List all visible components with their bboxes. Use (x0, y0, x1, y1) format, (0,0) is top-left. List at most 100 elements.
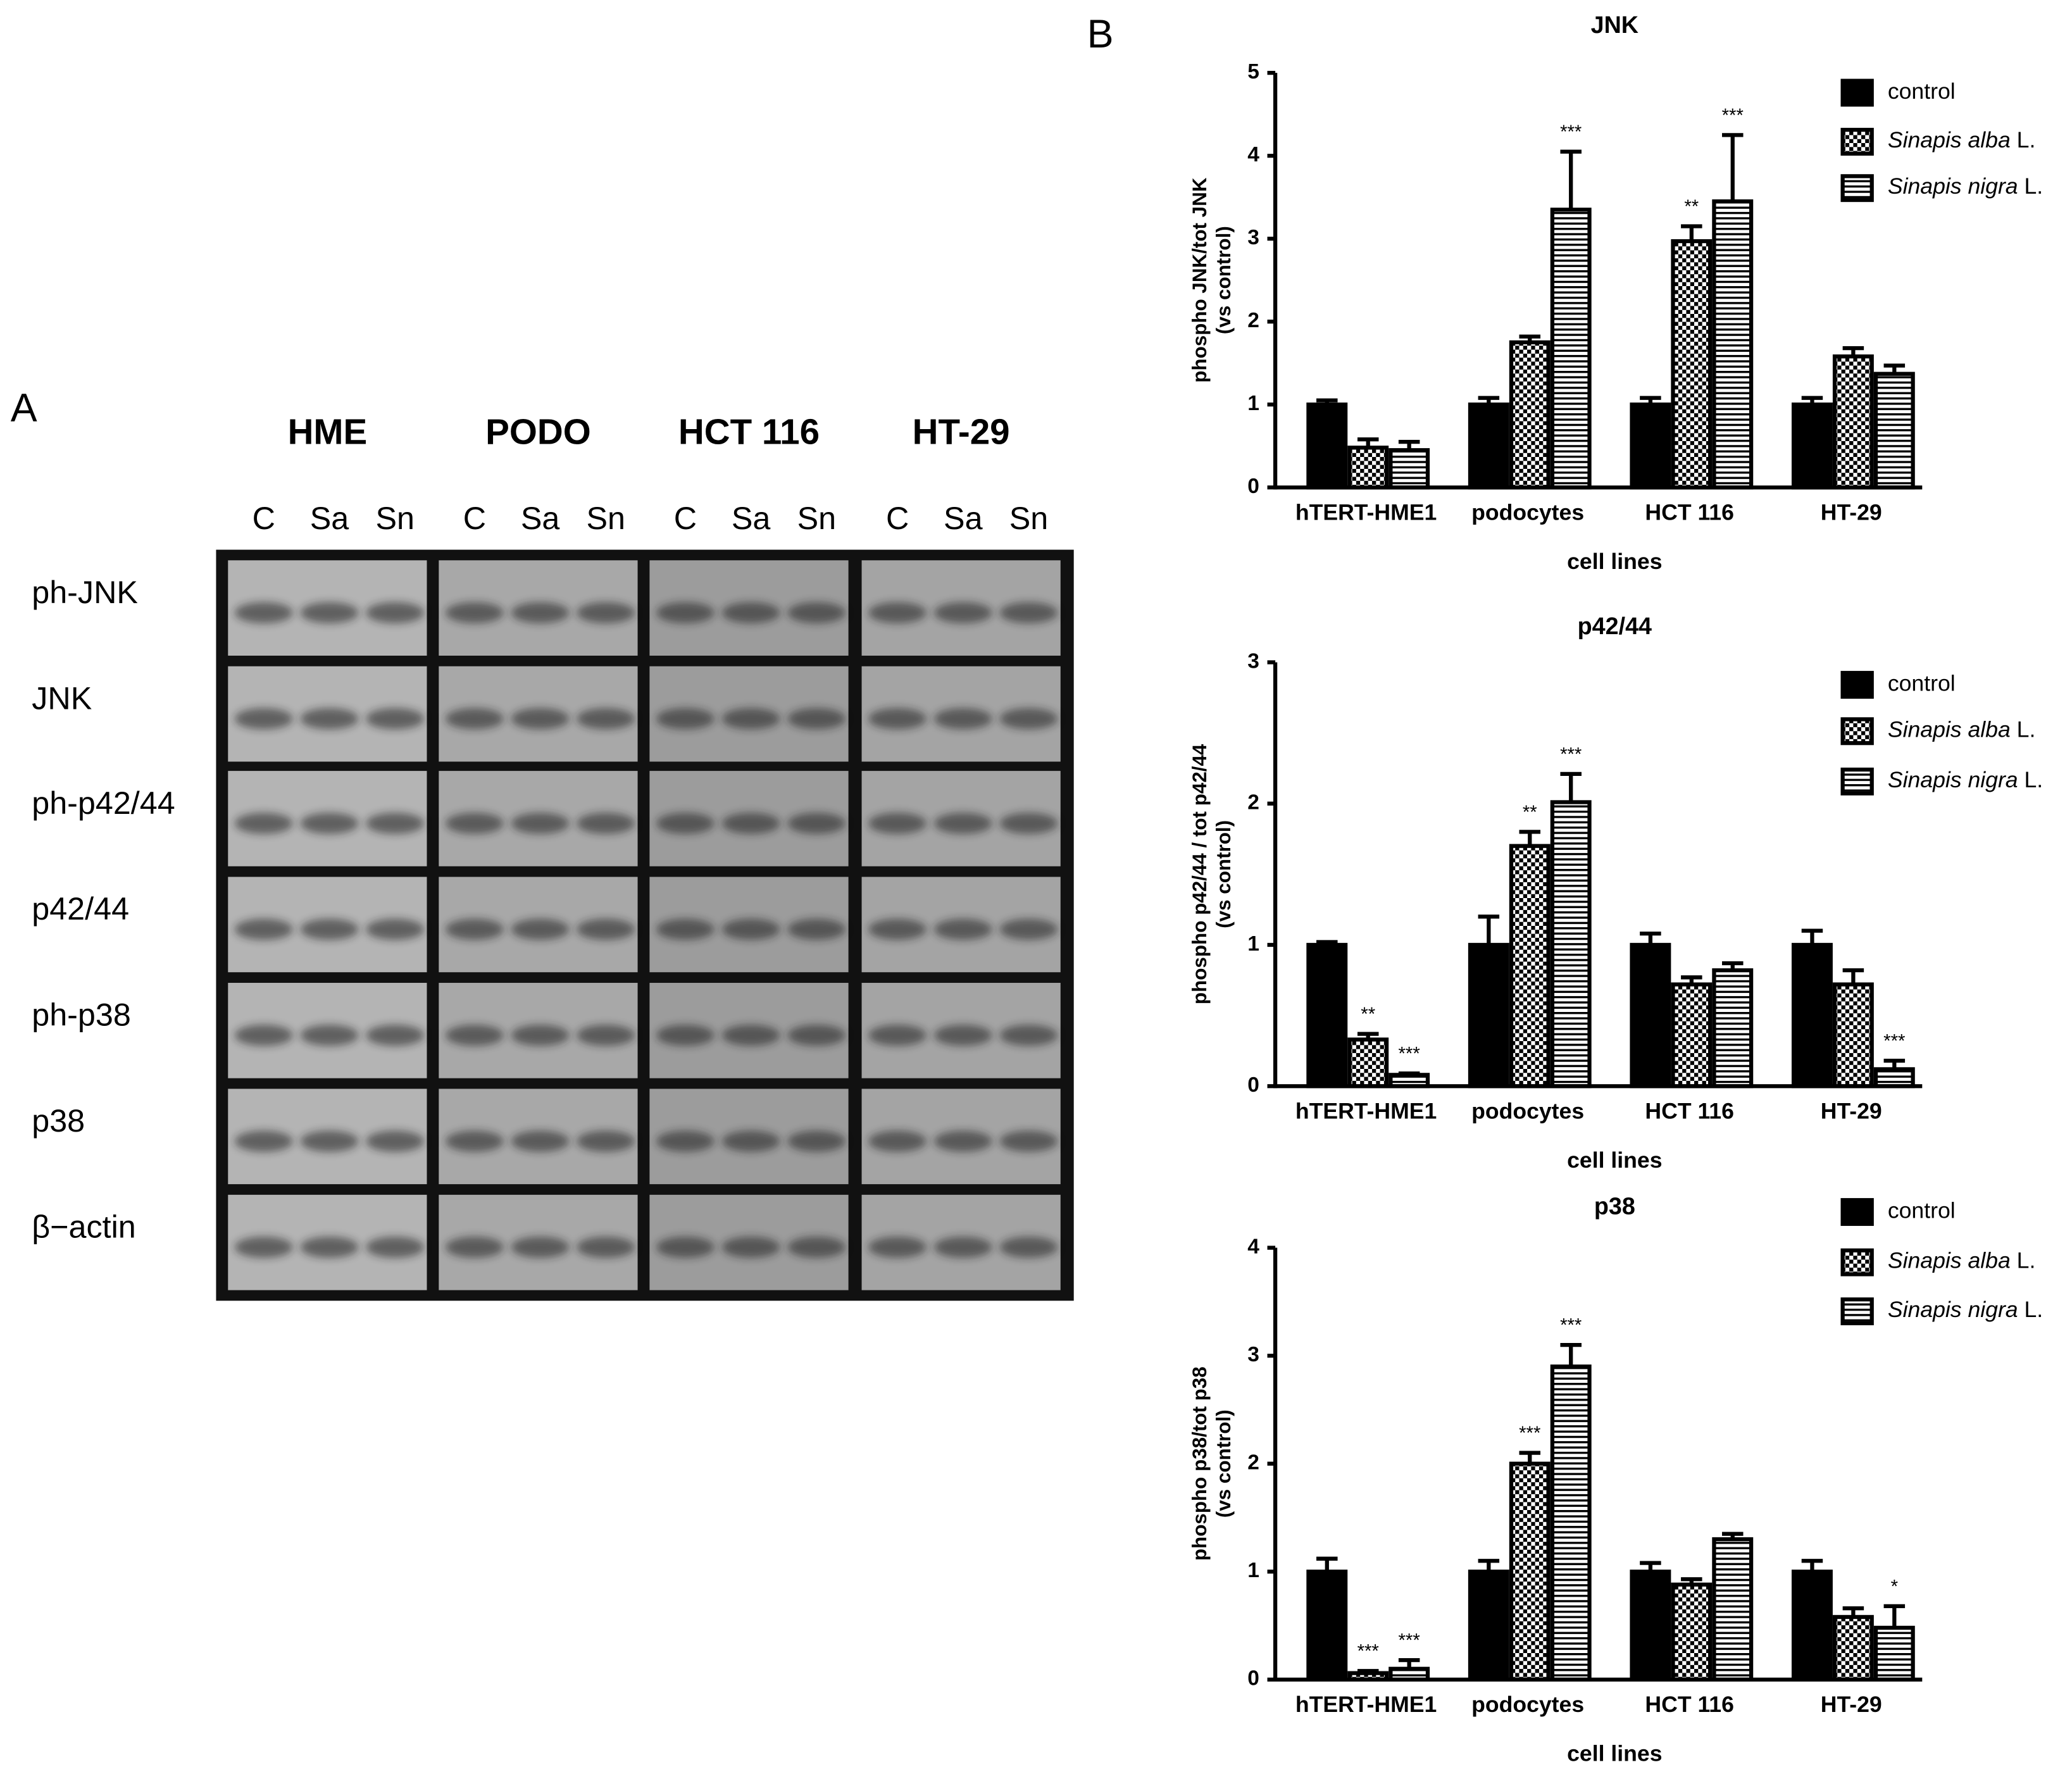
blot-band (868, 1236, 927, 1258)
group-label: HCT 116 (678, 411, 820, 451)
bar (1509, 340, 1551, 490)
blot-band (999, 813, 1058, 834)
blot-band (300, 1130, 359, 1152)
blot-band (445, 813, 504, 834)
blot-band (234, 1130, 293, 1152)
significance: ** (1523, 802, 1537, 823)
blot-band (366, 1130, 425, 1152)
row-label: ph-p38 (32, 997, 131, 1033)
blot-band (445, 1236, 504, 1258)
blot-band (721, 1236, 780, 1258)
blot-band (234, 708, 293, 730)
blot-band (577, 708, 635, 730)
blot-band (577, 918, 635, 940)
bar (1791, 942, 1833, 1089)
blot-band (721, 602, 780, 623)
blot-band (999, 1236, 1058, 1258)
bar (1712, 1537, 1754, 1682)
y-tick-label: 5 (1247, 60, 1259, 84)
bar (1832, 982, 1874, 1089)
blot-band (787, 1236, 846, 1258)
bar (1671, 982, 1713, 1089)
legend-label: control (1888, 1197, 1956, 1223)
blot-band (445, 602, 504, 623)
blot-band (721, 813, 780, 834)
group-label: HME (288, 411, 368, 451)
blot-band (577, 602, 635, 623)
y-tick-label: 3 (1247, 226, 1259, 249)
x-axis-label: cell lines (1567, 1741, 1662, 1766)
blot-band (656, 918, 715, 940)
bar (1468, 403, 1509, 490)
significance: *** (1399, 1630, 1420, 1651)
legend-swatch (1840, 1297, 1874, 1325)
bar (1712, 199, 1754, 490)
blot-band (656, 1025, 715, 1046)
y-tick-label: 1 (1247, 392, 1259, 415)
x-tick-label: HT-29 (1821, 1098, 1882, 1123)
blot-band (868, 918, 927, 940)
blot-band (577, 1236, 635, 1258)
blot-band (999, 602, 1058, 623)
x-tick-label: HT-29 (1821, 1692, 1882, 1717)
bar (1550, 1364, 1592, 1682)
y-tick-label: 1 (1247, 1559, 1259, 1582)
blot-band (366, 602, 425, 623)
blot-band (445, 1130, 504, 1152)
x-tick-label: HCT 116 (1645, 499, 1733, 525)
blot-band (721, 708, 780, 730)
x-tick-label: podocytes (1471, 1098, 1584, 1123)
lane-label: Sn (1009, 501, 1048, 536)
blot-band (300, 918, 359, 940)
bar (1630, 403, 1671, 490)
blot-band (445, 918, 504, 940)
blot-band (787, 1025, 846, 1046)
bar (1630, 1570, 1671, 1682)
significance: *** (1722, 105, 1744, 126)
blot-band (868, 708, 927, 730)
bar (1671, 1582, 1713, 1682)
significance: *** (1560, 744, 1582, 765)
bar (1791, 1570, 1833, 1682)
y-axis-label-line: (vs control) (1213, 820, 1235, 928)
blot-band (234, 813, 293, 834)
bar (1873, 372, 1915, 490)
bar (1832, 354, 1874, 490)
blot-band (656, 813, 715, 834)
blot-band (366, 708, 425, 730)
significance: ** (1361, 1004, 1375, 1025)
blot-band (787, 708, 846, 730)
legend-swatch (1840, 174, 1874, 203)
legend-label: Sinapis nigra L. (1888, 767, 2043, 792)
y-tick-label: 2 (1247, 309, 1259, 332)
y-tick-label: 3 (1247, 649, 1259, 673)
x-tick-label: HT-29 (1821, 499, 1882, 525)
row-label: p38 (32, 1103, 85, 1139)
row-label: ph-p42/44 (32, 785, 175, 821)
legend-swatch (1840, 717, 1874, 746)
blot-band (933, 813, 992, 834)
lane-label: Sa (944, 501, 983, 536)
group-label: PODO (485, 411, 591, 451)
blot-band (577, 1025, 635, 1046)
row-label: β−actin (32, 1209, 135, 1245)
y-axis-label-line: phospho p42/44 / tot p42/44 (1189, 744, 1211, 1004)
chart-title: p38 (1594, 1193, 1635, 1220)
blot-band (234, 1236, 293, 1258)
legend-label: control (1888, 78, 1956, 104)
blot-band (577, 1130, 635, 1152)
blot-band (868, 1130, 927, 1152)
y-axis-label: phospho p38/tot p38 (vs control) (1189, 1366, 1235, 1561)
bar (1306, 403, 1348, 490)
chart-title: JNK (1591, 11, 1638, 38)
blot-band (787, 918, 846, 940)
row-label: JNK (32, 680, 92, 716)
blot-band (445, 708, 504, 730)
blot-band (511, 708, 570, 730)
bar (1306, 1570, 1348, 1682)
blot-band (933, 708, 992, 730)
blot-band (868, 813, 927, 834)
y-tick-label: 2 (1247, 1451, 1259, 1475)
lane-label: Sa (310, 501, 349, 536)
